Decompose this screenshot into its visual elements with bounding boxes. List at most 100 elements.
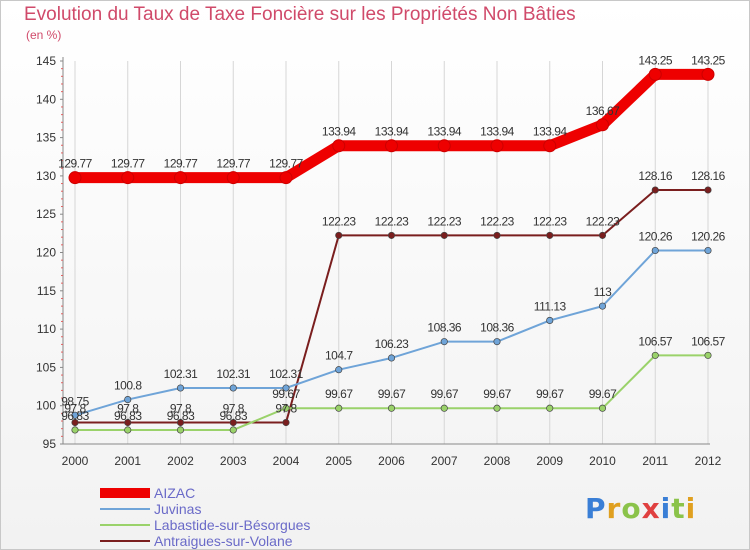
data-label: 122.23: [322, 214, 357, 228]
x-tick-label: 2007: [431, 454, 458, 468]
legend-label: AIZAC: [154, 485, 195, 501]
data-label: 129.77: [111, 157, 146, 171]
x-tick-label: 2003: [220, 454, 247, 468]
data-point: [440, 231, 448, 239]
data-label: 99.67: [325, 387, 353, 401]
data-label: 133.94: [322, 125, 357, 139]
data-label: 122.23: [375, 214, 410, 228]
data-point: [493, 338, 501, 346]
chart-subtitle: (en %): [26, 28, 62, 42]
data-point: [282, 384, 290, 392]
data-label: 104.7: [325, 349, 353, 363]
data-label: 98.75: [61, 394, 89, 408]
x-tick-label: 2002: [167, 454, 194, 468]
data-point: [701, 67, 715, 81]
data-point: [596, 118, 609, 132]
data-point: [490, 139, 504, 153]
data-label: 108.36: [480, 321, 515, 335]
y-tick-label: 140: [36, 92, 56, 106]
data-label: 102.31: [269, 367, 304, 381]
y-tick-label: 115: [37, 284, 56, 298]
data-point: [651, 246, 659, 255]
data-label: 128.16: [691, 169, 726, 183]
x-tick-label: 2006: [378, 454, 405, 468]
data-point: [651, 351, 659, 359]
data-label: 133.94: [533, 125, 568, 139]
data-label: 136.67: [586, 104, 621, 118]
y-tick-label: 100: [36, 399, 56, 413]
logo-letter: P: [585, 492, 607, 525]
y-tick-label: 135: [36, 131, 56, 145]
data-point: [546, 404, 554, 412]
logo-letter: i: [685, 492, 697, 525]
x-tick-label: 2001: [114, 454, 141, 468]
data-point: [387, 354, 396, 362]
data-point: [71, 419, 79, 427]
data-label: 97.8: [275, 402, 297, 416]
data-point: [71, 426, 79, 434]
x-tick-label: 2010: [589, 454, 616, 468]
data-point: [335, 404, 343, 412]
y-tick-label: 120: [36, 246, 56, 260]
data-point: [598, 302, 607, 310]
x-tick-label: 2004: [273, 454, 300, 468]
logo-letter: i: [660, 492, 672, 525]
data-label: 106.57: [691, 334, 726, 348]
data-label: 120.26: [691, 230, 726, 244]
data-label: 120.26: [638, 230, 673, 244]
data-point: [440, 338, 448, 346]
data-point: [226, 171, 240, 185]
data-point: [387, 231, 396, 239]
legend-label: Antraigues-sur-Volane: [154, 533, 293, 549]
data-point: [648, 67, 662, 81]
logo-letter: x: [641, 492, 661, 525]
y-tick-label: 145: [36, 54, 56, 68]
data-point: [68, 171, 82, 185]
data-label: 129.77: [58, 157, 93, 171]
data-label: 122.23: [533, 214, 568, 228]
legend-label: Juvinas: [154, 501, 201, 517]
data-point: [704, 186, 712, 194]
data-point: [229, 426, 237, 434]
data-label: 99.67: [272, 387, 300, 401]
data-point: [121, 171, 135, 185]
x-tick-label: 2009: [536, 454, 563, 468]
x-tick-label: 2011: [642, 454, 668, 468]
data-label: 133.94: [427, 125, 462, 139]
proxiti-logo: Proxiti: [585, 492, 696, 525]
data-label: 133.94: [480, 125, 515, 139]
data-point: [229, 419, 237, 427]
data-point: [704, 246, 712, 255]
data-point: [704, 351, 712, 359]
data-point: [229, 384, 237, 392]
data-point: [335, 231, 343, 239]
data-point: [124, 419, 132, 427]
data-label: 129.77: [164, 157, 199, 171]
logo-letter: t: [671, 492, 686, 525]
data-point: [546, 316, 554, 324]
y-tick-label: 110: [37, 322, 56, 336]
y-tick-label: 130: [36, 169, 56, 183]
data-label: 97.8: [223, 402, 245, 416]
data-label: 108.36: [427, 321, 462, 335]
data-label: 99.67: [589, 387, 617, 401]
data-point: [282, 404, 290, 412]
data-point: [493, 231, 501, 239]
data-label: 99.67: [378, 387, 406, 401]
y-tick-label: 125: [36, 207, 56, 221]
data-label: 113: [594, 285, 612, 299]
data-label: 96.83: [114, 409, 142, 423]
data-label: 97.8: [170, 402, 192, 416]
data-label: 96.83: [167, 409, 195, 423]
data-point: [176, 426, 185, 434]
data-point: [651, 186, 659, 194]
data-label: 111.13: [534, 299, 567, 313]
data-label: 143.25: [691, 53, 726, 67]
data-point: [493, 404, 501, 412]
data-point: [176, 419, 185, 427]
data-point: [174, 171, 187, 185]
data-point: [335, 366, 343, 374]
x-tick-label: 2008: [484, 454, 511, 468]
data-label: 97.8: [64, 402, 86, 416]
